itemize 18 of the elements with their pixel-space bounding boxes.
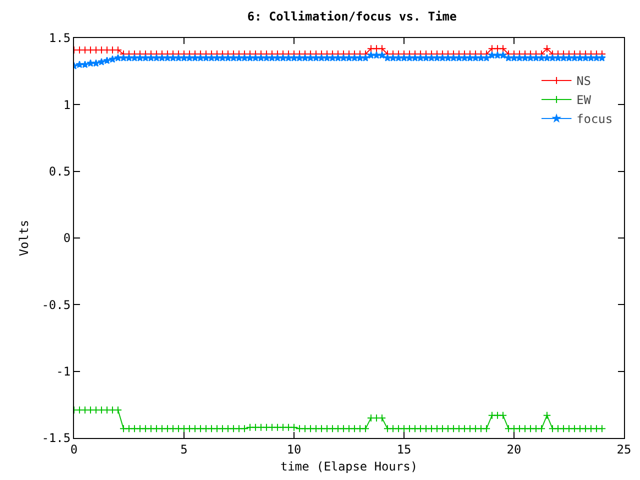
y-tick-label: -1.5 (42, 431, 71, 446)
x-tick-label: 5 (180, 442, 188, 456)
legend-label: EW (576, 93, 592, 108)
legend-label: focus (576, 112, 613, 126)
x-tick-label: 10 (286, 442, 302, 456)
y-tick-label: 1 (63, 98, 71, 112)
y-axis-title: Volts (16, 220, 31, 256)
x-tick-label: 15 (396, 442, 412, 456)
y-tick-label: -1 (56, 364, 71, 379)
y-tick-label: 0.5 (48, 164, 71, 179)
chart-title: 6: Collimation/focus vs. Time (247, 9, 457, 24)
x-tick-label: 25 (616, 442, 632, 456)
legend-label: NS (576, 74, 591, 88)
y-tick-label: 1.5 (48, 31, 71, 46)
y-tick-label: 0 (63, 231, 71, 246)
x-tick-label: 20 (506, 442, 522, 456)
x-axis-title: time (Elapse Hours) (280, 459, 418, 474)
y-tick-label: -0.5 (42, 298, 71, 312)
